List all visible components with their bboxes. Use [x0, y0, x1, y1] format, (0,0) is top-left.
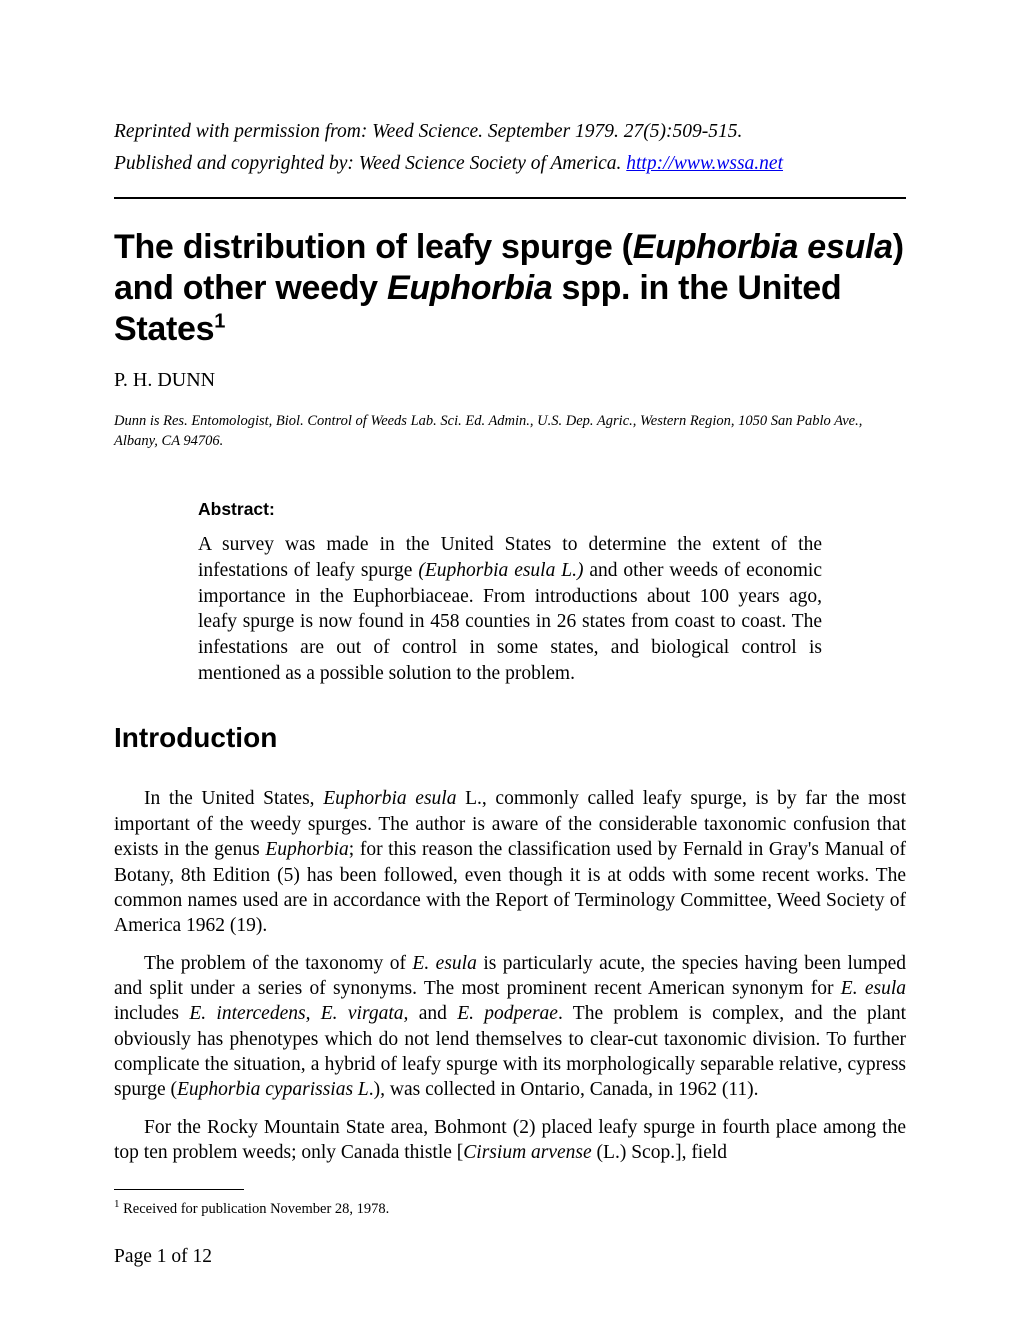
p2-t4: and: [408, 1003, 457, 1024]
p2-t7: was collected in Ontario, Canada, in 196…: [385, 1079, 758, 1100]
p1-i2: Euphorbia: [265, 839, 348, 860]
p2-t3: includes: [114, 1003, 189, 1024]
header-rule: [114, 197, 906, 199]
p2-i5: Euphorbia cyparissias L: [177, 1079, 369, 1100]
p2-i3: E. intercedens, E. virgata,: [189, 1003, 408, 1024]
p3-i1: Cirsium arvense: [463, 1142, 591, 1163]
title-sup: 1: [214, 311, 225, 333]
abstract-label: Abstract:: [198, 499, 822, 520]
p1-i1: Euphorbia esula: [323, 788, 456, 809]
p3-t2: (L.) Scop.], field: [592, 1142, 727, 1163]
published-line: Published and copyrighted by: Weed Scien…: [114, 150, 906, 178]
section-introduction: Introduction: [114, 722, 906, 754]
publisher-link[interactable]: http://www.wssa.net: [626, 153, 783, 174]
title-ital2: Euphorbia: [387, 269, 552, 307]
p2-i2: E. esula: [841, 978, 906, 999]
footnote-text: Received for publication November 28, 19…: [120, 1201, 390, 1217]
title-ital1: Euphorbia esula: [633, 228, 893, 266]
p1-t1: In the United States,: [144, 788, 323, 809]
author-name: P. H. DUNN: [114, 369, 906, 392]
footnote-rule: [114, 1189, 244, 1190]
page-container: Reprinted with permission from: Weed Sci…: [0, 0, 1020, 1320]
p2-i4: E. podperae: [457, 1003, 558, 1024]
abstract-text: A survey was made in the United States t…: [198, 532, 822, 686]
p2-t1: The problem of the taxonomy of: [144, 953, 412, 974]
published-prefix: Published and copyrighted by: Weed Scien…: [114, 153, 626, 174]
reprint-line: Reprinted with permission from: Weed Sci…: [114, 118, 906, 146]
abstract-block: Abstract: A survey was made in the Unite…: [198, 499, 822, 686]
p2-t6: .): [369, 1079, 380, 1100]
abstract-i1: (Euphorbia esula L.): [418, 560, 583, 581]
para-3: For the Rocky Mountain State area, Bohmo…: [114, 1115, 906, 1166]
para-2: The problem of the taxonomy of E. esula …: [114, 951, 906, 1103]
p2-i1: E. esula: [412, 953, 476, 974]
para-1: In the United States, Euphorbia esula L.…: [114, 786, 906, 938]
footnote-1: 1 Received for publication November 28, …: [114, 1198, 906, 1218]
page-number: Page 1 of 12: [114, 1246, 212, 1268]
author-affiliation: Dunn is Res. Entomologist, Biol. Control…: [114, 412, 906, 451]
title-part1: The distribution of leafy spurge (: [114, 228, 633, 266]
article-title: The distribution of leafy spurge (Euphor…: [114, 227, 906, 351]
